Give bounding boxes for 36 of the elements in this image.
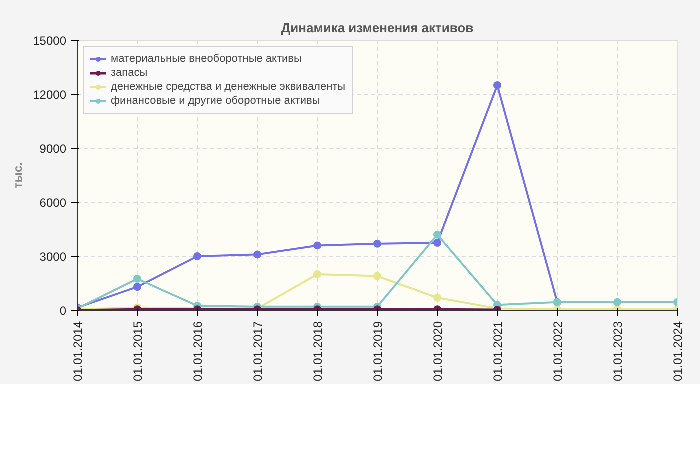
x-tick-label: 01.01.2018 [311, 321, 325, 382]
point [134, 275, 142, 283]
legend-label: материальные внеоборотные активы [111, 53, 302, 65]
legend-label: денежные средства и денежные эквиваленты [111, 81, 346, 93]
x-tick-label: 01.01.2014 [71, 321, 85, 382]
x-tick-label: 01.01.2024 [671, 321, 685, 382]
point [434, 294, 442, 302]
y-tick-label: 12000 [33, 88, 67, 102]
point [134, 283, 142, 292]
point [374, 240, 382, 248]
y-tick-label: 0 [60, 304, 67, 318]
x-tick-label: 01.01.2019 [371, 321, 385, 382]
point [194, 252, 202, 260]
x-tick-label: 01.01.2015 [131, 321, 145, 382]
point [374, 272, 382, 280]
y-tick-label: 6000 [40, 196, 67, 210]
point [314, 242, 322, 250]
point [494, 82, 502, 90]
legend-label: финансовые и другие оборотные активы [111, 95, 320, 107]
y-tick-label: 9000 [40, 142, 67, 156]
chart-title: Динамика изменения активов [281, 20, 474, 36]
point [434, 230, 442, 239]
point [614, 298, 622, 306]
point [314, 270, 322, 278]
legend-label: запасы [111, 67, 148, 79]
x-tick-label: 01.01.2020 [431, 321, 445, 382]
x-tick-label: 01.01.2021 [491, 321, 505, 382]
x-tick-label: 01.01.2017 [251, 321, 265, 382]
point [434, 239, 442, 247]
x-tick-label: 01.01.2016 [191, 321, 205, 382]
y-tick-label: 3000 [40, 250, 67, 264]
x-tick-label: 01.01.2022 [551, 321, 565, 382]
y-tick-label: 15000 [33, 34, 67, 48]
x-tick-label: 01.01.2023 [611, 321, 625, 382]
point [254, 250, 262, 259]
y-axis-title: тыс. [11, 162, 26, 189]
